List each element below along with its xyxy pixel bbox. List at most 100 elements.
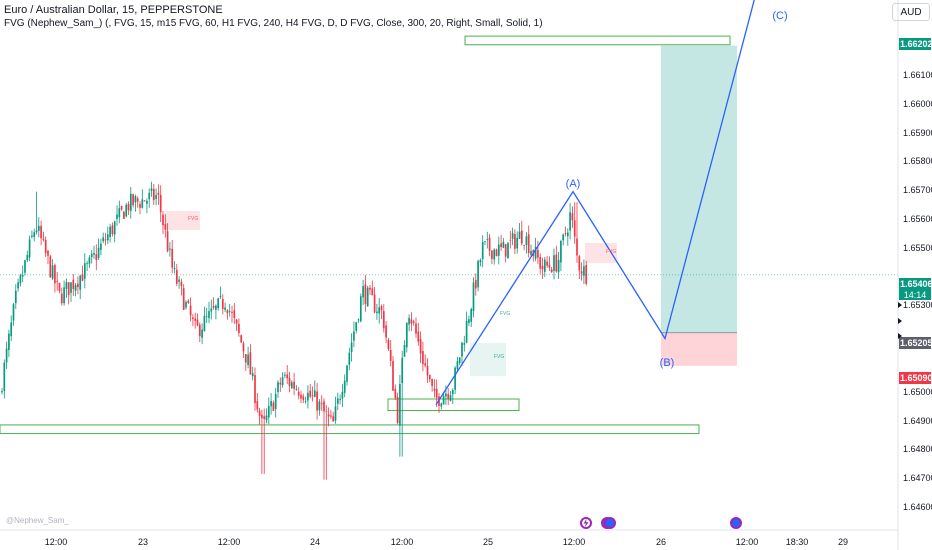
candle-body — [240, 335, 243, 343]
entry-price-tag: 1.65205 — [899, 337, 932, 349]
candle — [187, 299, 190, 305]
candle — [221, 294, 224, 315]
candle-body — [125, 204, 128, 217]
candle — [136, 196, 139, 208]
candle — [525, 232, 528, 254]
candle — [348, 347, 351, 371]
candle — [399, 374, 401, 457]
candle-body — [403, 344, 406, 357]
candle-body — [210, 308, 213, 312]
candle-body — [330, 415, 332, 417]
candle — [120, 205, 123, 211]
time-tick-label: 12:00 — [562, 537, 586, 547]
candle — [385, 320, 387, 344]
candle — [302, 393, 305, 403]
candle — [205, 307, 208, 324]
candle — [539, 253, 542, 274]
candle — [233, 303, 236, 324]
candle — [451, 388, 454, 404]
candle-body — [341, 391, 344, 399]
candle-body — [474, 280, 477, 289]
candle-body — [571, 213, 574, 221]
candle-body — [507, 242, 509, 259]
candle — [79, 274, 82, 300]
candle — [169, 242, 171, 257]
candle-body — [226, 310, 229, 314]
candle-body — [208, 311, 210, 319]
candle-body — [10, 322, 13, 337]
time-tick-label: 23 — [137, 537, 149, 547]
price-tick-label: 1.65700 — [903, 185, 932, 196]
candle-body — [265, 415, 268, 421]
candle — [146, 198, 148, 214]
price-tick-label: 1.64600 — [903, 502, 932, 512]
economic-event-icon[interactable] — [604, 517, 616, 529]
candle-body — [102, 237, 105, 242]
target-price-tag: 1.66202 — [899, 38, 932, 50]
candle-body — [339, 399, 341, 400]
candle — [477, 259, 479, 292]
candle-body — [564, 233, 567, 234]
candle-body — [468, 319, 470, 323]
candle — [327, 407, 330, 427]
candle-body — [286, 374, 289, 379]
candle — [307, 385, 309, 409]
currency-button[interactable]: AUD — [892, 3, 930, 21]
candle — [194, 312, 197, 329]
candle — [408, 314, 410, 332]
candle-body — [523, 245, 525, 246]
candle-body — [428, 374, 431, 380]
fvg-label: FVG — [494, 354, 505, 360]
candle-body — [516, 237, 519, 249]
candle-body — [530, 250, 532, 255]
candle — [491, 250, 493, 265]
candle — [81, 265, 84, 282]
fvg-zone-low[interactable] — [387, 398, 520, 412]
candle-body — [272, 402, 275, 411]
candle — [364, 275, 367, 312]
fvg-zone-top[interactable] — [464, 35, 731, 46]
fvg-label: FVG — [500, 311, 511, 317]
fvg-zone-wide[interactable] — [0, 424, 700, 435]
candle — [316, 382, 318, 420]
candle-body — [514, 233, 516, 249]
economic-event-icon[interactable] — [730, 517, 742, 529]
scroll-arrows-icon[interactable] — [898, 300, 904, 340]
candle-body — [33, 232, 36, 237]
lightning-event-icon[interactable] — [580, 517, 592, 529]
profit-zone[interactable] — [661, 45, 737, 333]
candle — [217, 297, 220, 311]
candle-body — [449, 395, 452, 401]
candle-body — [19, 275, 22, 284]
candle-body — [550, 269, 553, 273]
candle — [277, 380, 279, 398]
loss-zone[interactable] — [661, 332, 737, 366]
candle-body — [373, 294, 376, 313]
candle — [54, 263, 56, 293]
indicator-legend[interactable]: FVG (Nephew_Sam_) (, FVG, 15, m15 FVG, 6… — [4, 18, 543, 29]
candle-body — [382, 311, 385, 329]
candle — [106, 226, 109, 244]
candle-body — [376, 311, 378, 314]
candle-body — [355, 322, 358, 331]
candle-body — [74, 285, 77, 291]
abc-wave-path[interactable] — [435, 0, 780, 406]
candle-body — [543, 259, 546, 272]
candle — [320, 395, 323, 411]
candle — [523, 244, 525, 251]
candle — [504, 243, 507, 263]
candle — [10, 315, 13, 341]
candle-body — [155, 195, 157, 199]
candle — [343, 374, 346, 398]
candle — [415, 317, 417, 338]
candle — [17, 278, 19, 292]
candle-body — [417, 331, 420, 342]
candle — [564, 226, 567, 237]
candle-body — [454, 367, 456, 390]
candle — [380, 304, 383, 320]
candle — [578, 254, 581, 279]
candle-body — [527, 234, 530, 254]
candle-body — [332, 416, 335, 422]
candle-body — [408, 317, 410, 325]
